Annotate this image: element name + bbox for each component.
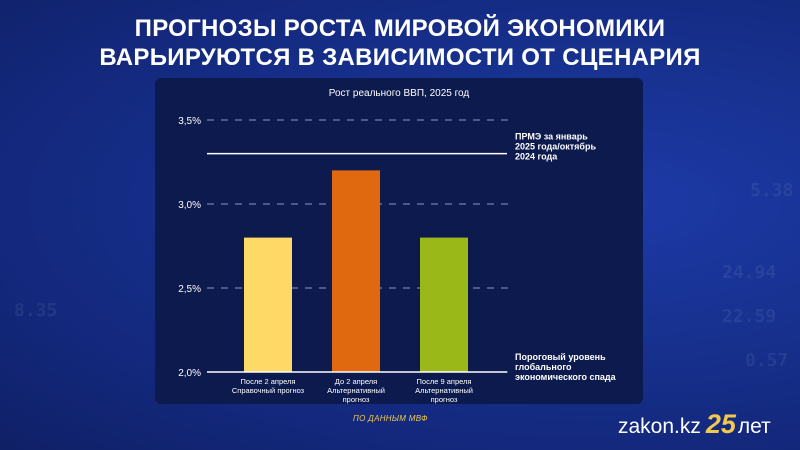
reference-line-label: 2025 года/октябрь <box>515 142 596 152</box>
chart-panel: Рост реального ВВП, 2025 год 2,0% 2,5% 3,0%… <box>155 78 643 404</box>
bar <box>420 237 468 372</box>
page-title-line-1: ПРОГНОЗЫ РОСТА МИРОВОЙ ЭКОНОМИКИ <box>134 15 666 42</box>
reference-line-label: 2024 года <box>515 152 558 162</box>
chart-title: Рост реального ВВП, 2025 год <box>329 88 470 99</box>
source-note: ПО ДАННЫМ МВФ <box>353 414 428 423</box>
y-tick-label: 3,0% <box>178 200 201 211</box>
reference-line-label: ПРМЭ за январь <box>515 132 588 142</box>
x-tick-label: прогноз <box>343 395 370 404</box>
x-tick-label: Справочный прогноз <box>232 386 305 395</box>
background-number: 0.57 <box>745 350 789 371</box>
background-number: 22.59 <box>722 306 777 327</box>
x-tick-label: Альтернативный <box>415 386 473 395</box>
reference-line-label: экономического спада <box>515 372 617 382</box>
x-tick-label: Альтернативный <box>327 386 385 395</box>
y-tick-label: 2,5% <box>178 284 201 295</box>
y-tick-label: 3,5% <box>178 116 201 127</box>
bar <box>332 170 380 372</box>
background-number: 5.38 <box>750 180 794 201</box>
y-tick-label: 2,0% <box>178 368 201 379</box>
page-title: ПРОГНОЗЫ РОСТА МИРОВОЙ ЭКОНОМИКИ ВАРЬИРУ… <box>0 14 800 72</box>
logo-text: zakon.kz <box>618 415 701 438</box>
reference-line-label: Пороговый уровень <box>515 352 606 362</box>
background-number: 8.35 <box>14 300 58 321</box>
x-tick-label: После 2 апреля <box>241 377 296 386</box>
reference-line-label: глобального <box>515 362 572 372</box>
logo-suffix: лет <box>737 415 771 438</box>
x-tick-label: До 2 апреля <box>335 377 377 386</box>
page-title-line-2: ВАРЬИРУЮТСЯ В ЗАВИСИМОСТИ ОТ СЦЕНАРИЯ <box>99 44 701 71</box>
x-tick-label: прогноз <box>431 395 458 404</box>
x-tick-label: После 9 апреля <box>417 377 472 386</box>
logo-anniversary-number: 25 <box>705 409 736 439</box>
background-number: 24.94 <box>722 262 777 283</box>
bar <box>244 237 292 372</box>
zakon-logo: zakon.kz 25 лет <box>618 409 771 440</box>
gdp-growth-bar-chart: Рост реального ВВП, 2025 год 2,0% 2,5% 3,0%… <box>178 88 617 404</box>
